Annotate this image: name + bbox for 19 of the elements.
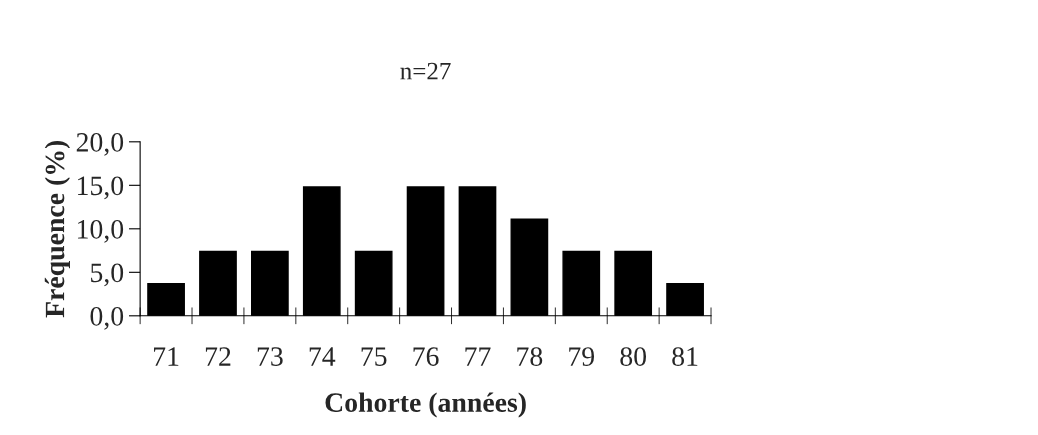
- y-tick-label: 15,0: [77, 176, 124, 200]
- y-tick-label: 10,0: [77, 219, 124, 243]
- x-tick-label: 80: [620, 347, 647, 366]
- x-tick-label: 73: [257, 347, 283, 366]
- chart-title: n=27: [400, 62, 451, 80]
- x-tick-label: 71: [154, 347, 179, 366]
- x-tick-label: 76: [413, 347, 439, 366]
- x-tick-label: 79: [569, 347, 595, 366]
- x-tick-label: 74: [309, 347, 336, 366]
- x-tick-label: 75: [361, 347, 387, 366]
- y-tick-label: 20,0: [76, 132, 124, 156]
- y-tick-label: 0,0: [90, 306, 124, 330]
- y-axis-title: Fréquence (%): [44, 140, 70, 318]
- x-tick-label: 81: [672, 347, 698, 366]
- x-tick-label: 78: [517, 347, 543, 366]
- x-tick-label: 72: [205, 347, 231, 366]
- y-tick-label: 5,0: [91, 263, 124, 287]
- x-tick-label: 77: [465, 347, 491, 366]
- x-axis-title: Cohorte (années): [325, 392, 526, 418]
